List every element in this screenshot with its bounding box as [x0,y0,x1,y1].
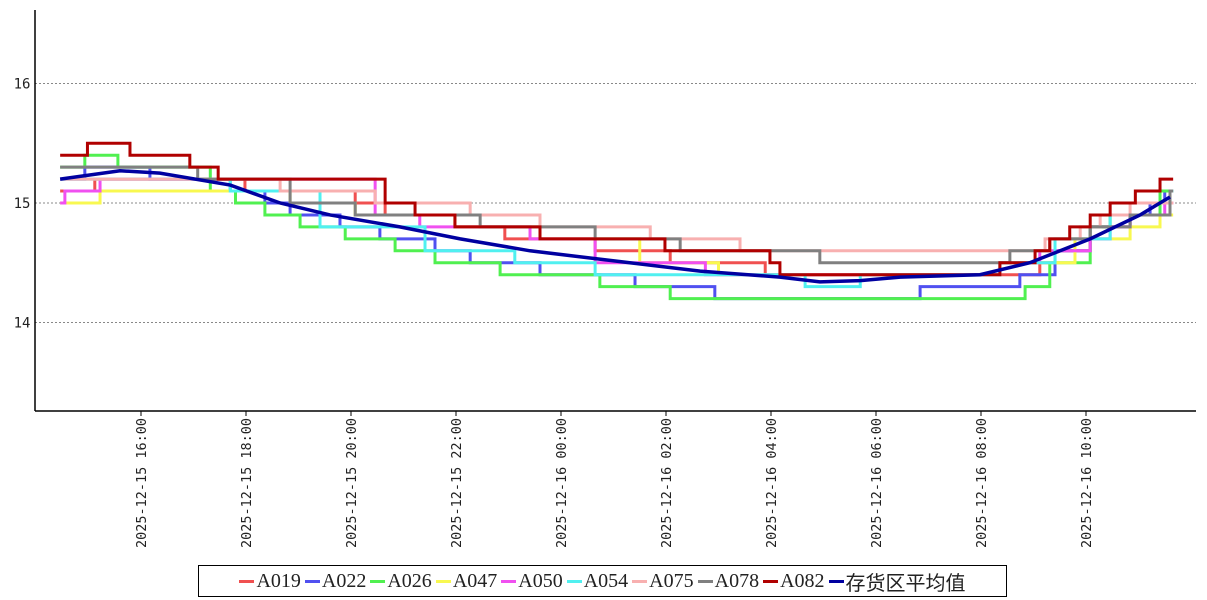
series-line-A022 [60,165,1174,301]
legend-item: 存货区平均值 [828,567,966,596]
series-line-A054 [60,177,1174,289]
x-tick-label: 2025-12-16 08:00 [974,418,990,548]
legend: A019 A022 A026 A047 A050 A054 A075 A078 A082 存货区平… [198,565,1007,597]
gridlines [35,83,1196,323]
legend-swatch [370,579,386,583]
legend-item: A075 [632,569,694,593]
legend-label: A082 [780,569,825,592]
x-tick-label: 2025-12-16 06:00 [869,418,885,548]
legend-item: A019 [239,569,301,593]
legend-item: A050 [501,569,563,593]
x-tick-labels: 2025-12-15 16:00 2025-12-15 18:00 2025-12-… [134,411,1095,548]
series-line-A082 [60,141,1174,277]
x-tick-label: 2025-12-16 10:00 [1079,418,1095,548]
legend-item: A078 [697,569,760,593]
legend-label: A075 [649,569,694,592]
legend-label: A022 [321,569,367,592]
legend-label: A019 [256,569,301,592]
series-layer [59,141,1174,301]
legend-swatch [566,579,582,583]
series-line-A075 [60,177,1174,253]
legend-item: A026 [370,569,432,593]
legend-swatch [632,579,648,583]
legend-swatch [697,579,713,583]
x-tick-label: 2025-12-15 20:00 [344,418,360,548]
legend-label: A047 [452,569,498,592]
legend-item: A054 [566,569,629,593]
series-line-存货区平均值 [59,168,1171,284]
legend-label: A050 [518,569,563,592]
legend-item: A047 [435,569,498,593]
x-tick-label: 2025-12-15 16:00 [134,418,150,548]
y-tick-label: 15 [14,196,31,212]
legend-label: A078 [714,569,760,592]
series-line-A026 [60,153,1174,301]
legend-label: A054 [583,569,629,592]
legend-swatch [501,579,517,583]
x-tick-label: 2025-12-16 02:00 [659,418,675,548]
legend-swatch [239,579,255,583]
series-line-A078 [60,165,1174,265]
x-tick-label: 2025-12-15 22:00 [449,418,465,548]
legend-label: A026 [387,569,432,592]
legend-item: A022 [304,569,367,593]
legend-swatch [763,579,779,583]
y-tick-label: 14 [14,316,31,332]
legend-swatch [828,579,844,583]
x-tick-label: 2025-12-16 00:00 [554,418,570,548]
y-tick-label: 16 [14,77,31,93]
legend-label: 存货区平均值 [845,572,966,595]
x-tick-label: 2025-12-16 04:00 [764,418,780,548]
x-tick-label: 2025-12-15 18:00 [239,418,255,548]
y-tick-labels: 14 15 16 [14,77,31,332]
legend-item: A082 [763,569,825,593]
legend-swatch [435,579,451,583]
legend-swatch [304,579,320,583]
